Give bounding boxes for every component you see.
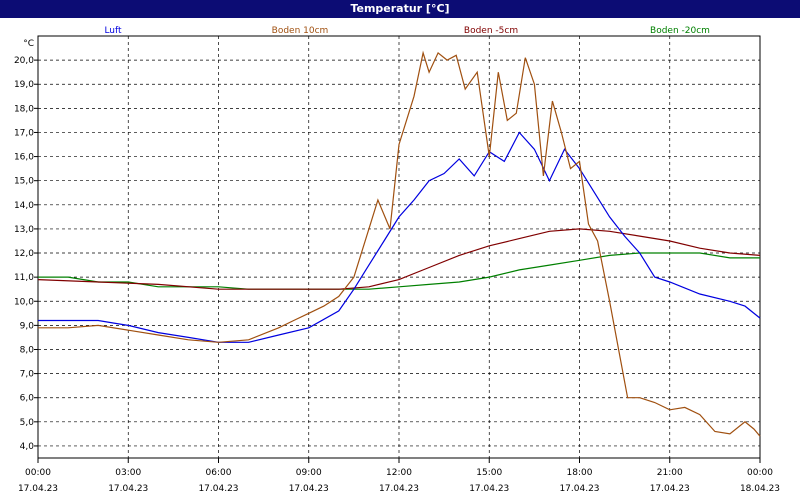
x-tick-date: 17.04.23 xyxy=(18,484,58,494)
y-tick-label: 14,0 xyxy=(14,201,34,211)
series-line-luft xyxy=(38,131,761,343)
x-tick-time: 18:00 xyxy=(567,468,593,478)
y-tick-label: 7,0 xyxy=(20,370,35,380)
legend-item: Boden -20cm xyxy=(650,26,710,36)
y-tick-label: 16,0 xyxy=(14,153,34,163)
legend-item: Boden -5cm xyxy=(464,26,518,36)
legend-item: Luft xyxy=(104,26,122,36)
x-tick-time: 12:00 xyxy=(386,468,412,478)
y-tick-label: 13,0 xyxy=(14,225,34,235)
x-tick-time: 15:00 xyxy=(476,468,502,478)
y-tick-label: 4,0 xyxy=(20,442,35,452)
x-tick-time: 00:00 xyxy=(747,468,773,478)
x-tick-date: 17.04.23 xyxy=(650,484,690,494)
y-tick-label: 8,0 xyxy=(20,345,35,355)
y-tick-label: 18,0 xyxy=(14,104,34,114)
y-tick-label: 20,0 xyxy=(14,56,34,66)
x-tick-date: 17.04.23 xyxy=(108,484,148,494)
x-tick-time: 03:00 xyxy=(115,468,141,478)
y-tick-label: 5,0 xyxy=(20,418,35,428)
x-tick-time: 09:00 xyxy=(296,468,322,478)
x-tick-date: 18.04.23 xyxy=(740,484,780,494)
y-tick-label: 17,0 xyxy=(14,128,34,138)
x-tick-date: 17.04.23 xyxy=(379,484,419,494)
series-line-boden-10cm xyxy=(38,50,761,437)
y-tick-label: 11,0 xyxy=(14,273,34,283)
x-tick-time: 06:00 xyxy=(206,468,232,478)
x-tick-date: 17.04.23 xyxy=(198,484,238,494)
x-tick-date: 17.04.23 xyxy=(559,484,599,494)
x-tick-time: 00:00 xyxy=(25,468,51,478)
y-tick-label: 9,0 xyxy=(20,321,35,331)
y-axis-unit: °C xyxy=(23,39,34,49)
x-tick-time: 21:00 xyxy=(657,468,683,478)
x-tick-date: 17.04.23 xyxy=(469,484,509,494)
legend-item: Boden 10cm xyxy=(272,26,329,36)
y-tick-label: 19,0 xyxy=(14,80,34,90)
chart-title: Temperatur [°C] xyxy=(0,0,800,18)
series-line-boden-5cm xyxy=(37,228,761,290)
y-tick-label: 6,0 xyxy=(20,394,35,404)
y-tick-label: 15,0 xyxy=(14,177,34,187)
x-tick-date: 17.04.23 xyxy=(289,484,329,494)
y-tick-label: 12,0 xyxy=(14,249,34,259)
y-tick-label: 10,0 xyxy=(14,297,34,307)
